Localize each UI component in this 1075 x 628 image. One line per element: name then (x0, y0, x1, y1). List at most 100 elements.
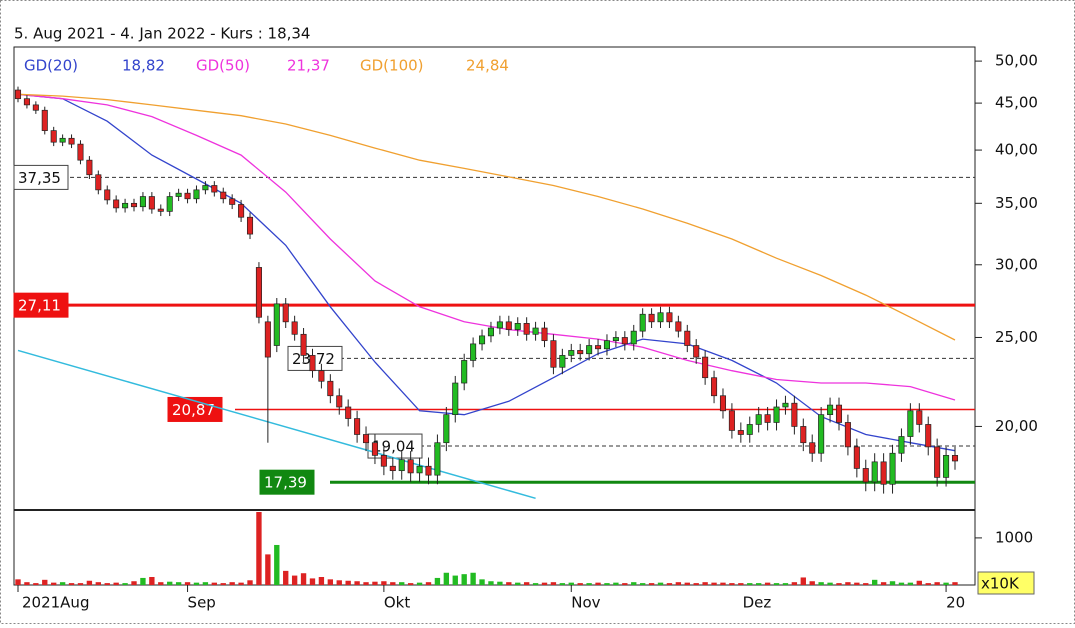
volume-bar (407, 583, 414, 585)
y-tick-label: 40,00 (995, 141, 1038, 159)
candle-body (130, 202, 138, 208)
candle-body (541, 327, 548, 342)
volume-bar (113, 582, 119, 585)
candle-body (586, 345, 593, 355)
candle-body (461, 360, 468, 384)
volume-bar (782, 583, 789, 585)
volume-bar (889, 581, 896, 585)
volume-bar (318, 576, 325, 585)
candle-body (470, 343, 477, 361)
candle-body (675, 321, 682, 332)
trendline (17, 349, 536, 500)
volume-bar (167, 581, 173, 585)
volume-bar (184, 582, 191, 585)
candle-body (220, 191, 227, 200)
volume-bar (898, 582, 905, 585)
candle-body (336, 395, 343, 408)
candle-body (871, 461, 878, 483)
level-label: 37,35 (18, 169, 61, 187)
candle-body (32, 104, 39, 111)
volume-bar (220, 583, 226, 585)
candle-body (835, 404, 843, 423)
candle-body (389, 465, 396, 472)
candle-body (229, 198, 236, 205)
volume-tick-label: 1000 (995, 528, 1033, 546)
volume-bar (497, 581, 503, 585)
y-tick-label: 20,00 (995, 417, 1038, 435)
volume-bar (720, 582, 726, 585)
candle-body (934, 446, 941, 478)
x-tick-label: Sep (188, 594, 216, 612)
volume-bar (309, 578, 316, 585)
volume-bar (515, 582, 521, 585)
volume-bar (372, 581, 378, 585)
legend-value: 18,82 (122, 57, 165, 75)
candle-body (113, 199, 120, 209)
candle-body (702, 356, 709, 379)
candle-body (291, 321, 298, 335)
volume-bar (880, 582, 887, 585)
volume-bar (265, 554, 271, 585)
candle-body (434, 442, 441, 476)
volume-bar (291, 575, 298, 585)
volume-bar (657, 582, 664, 585)
candle-body (41, 109, 48, 131)
volume-bar (354, 581, 360, 585)
volume-bar (800, 577, 806, 585)
volume-bar (104, 583, 110, 585)
candle-body (684, 330, 691, 346)
candle-body (122, 202, 129, 209)
y-tick-label: 35,00 (995, 194, 1038, 212)
volume-bar (77, 583, 84, 585)
candle-body (398, 459, 405, 472)
candle-body (309, 355, 316, 372)
candle-body (371, 442, 378, 456)
candle-body (380, 455, 387, 467)
candle-body (425, 465, 432, 476)
volume-bar (595, 582, 601, 585)
candle-body (193, 189, 200, 200)
volume-bar (693, 583, 699, 585)
candle-body (487, 327, 494, 337)
x-tick-label: Dez (743, 594, 772, 612)
candle-body (925, 424, 932, 448)
candle-body (514, 323, 521, 330)
level-label: 27,11 (18, 297, 61, 315)
volume-bar (470, 572, 476, 585)
volume-bar (550, 582, 557, 585)
volume-bar (300, 573, 307, 585)
candle-body (898, 436, 905, 454)
volume-bar (229, 582, 235, 585)
legend-value: 21,37 (287, 57, 330, 75)
volume-bar (738, 583, 744, 585)
chart-title: 5. Aug 2021 - 4. Jan 2022 - Kurs : 18,34 (14, 25, 310, 43)
candle-body (300, 333, 307, 356)
volume-bar (711, 582, 717, 585)
volume-bar (622, 583, 628, 585)
candle-body (104, 189, 111, 201)
volume-bar (729, 583, 735, 585)
candle-body (86, 159, 93, 176)
volume-bar (399, 582, 405, 585)
moving-average (17, 93, 956, 452)
candle-body (568, 350, 575, 356)
volume-bar (863, 583, 869, 585)
candle-body (175, 192, 182, 197)
candle-body (603, 340, 610, 350)
volume-bar (131, 581, 137, 585)
volume-bar (747, 583, 753, 585)
candle-body (550, 340, 557, 368)
moving-average (17, 93, 956, 341)
volume-bar (586, 583, 592, 585)
volume-bar (33, 583, 39, 585)
candle-body (809, 442, 816, 454)
level-box (13, 292, 69, 318)
volume-bar (872, 579, 878, 585)
y-tick-label: 30,00 (995, 255, 1038, 273)
volume-bar (648, 583, 655, 585)
candle-body (907, 410, 914, 437)
volume-bar (175, 582, 182, 585)
candle-body (621, 337, 628, 345)
candle-body (719, 395, 727, 412)
